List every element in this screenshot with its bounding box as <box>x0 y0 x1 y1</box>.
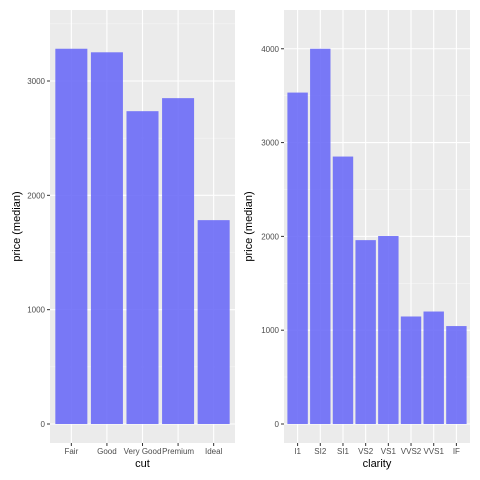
x-tick-label: Good <box>97 447 117 456</box>
y-tick-label: 2000 <box>261 232 279 241</box>
bar-vvs2 <box>400 316 422 424</box>
y-tick-label: 0 <box>41 420 46 429</box>
bar-ideal <box>197 220 230 424</box>
y-tick-label: 3000 <box>261 139 279 148</box>
bar-vs1 <box>378 236 399 424</box>
y-tick-label: 1000 <box>261 326 279 335</box>
y-tick-label: 1000 <box>27 306 45 315</box>
left-chart-panel: 0 1000 2000 3000 Fair Good Very Good Premium Ide… <box>11 10 235 470</box>
y-axis-title: price (median) <box>11 191 23 261</box>
bar-fair <box>55 48 88 425</box>
x-axis-title: cut <box>135 458 150 470</box>
x-tick-label: VS2 <box>358 447 374 456</box>
x-tick-label: SI1 <box>337 447 350 456</box>
x-tick-label: IF <box>453 447 460 456</box>
x-tick-label: Premium <box>162 447 194 456</box>
bar-i1 <box>287 92 308 424</box>
y-tick-label: 2000 <box>27 191 45 200</box>
y-tick-label: 3000 <box>27 77 45 86</box>
x-tick-label: Fair <box>64 447 78 456</box>
bar-premium <box>162 98 195 425</box>
bar-vvs1 <box>423 311 444 424</box>
bar-if <box>446 326 467 424</box>
x-tick-label: Ideal <box>205 447 223 456</box>
bar-very-good <box>126 111 159 425</box>
y-tick-label: 0 <box>275 420 280 429</box>
y-tick-label: 4000 <box>261 45 279 54</box>
x-tick-label: VVS1 <box>423 447 444 456</box>
bar-vs2 <box>355 240 376 424</box>
bar-si2 <box>310 48 331 425</box>
x-tick-label: VS1 <box>381 447 397 456</box>
bar-si1 <box>332 156 354 424</box>
x-tick-label: I1 <box>294 447 301 456</box>
x-tick-label: SI2 <box>314 447 327 456</box>
bar-good <box>90 52 123 425</box>
x-tick-label: Very Good <box>124 447 162 456</box>
y-axis-title: price (median) <box>243 191 255 261</box>
right-chart-panel: 0 1000 2000 3000 4000 I1 SI2 SI1 VS2 VS1 VVS2 VVS1 I… <box>243 10 470 470</box>
x-tick-label: VVS2 <box>401 447 422 456</box>
x-axis-title: clarity <box>363 458 392 470</box>
